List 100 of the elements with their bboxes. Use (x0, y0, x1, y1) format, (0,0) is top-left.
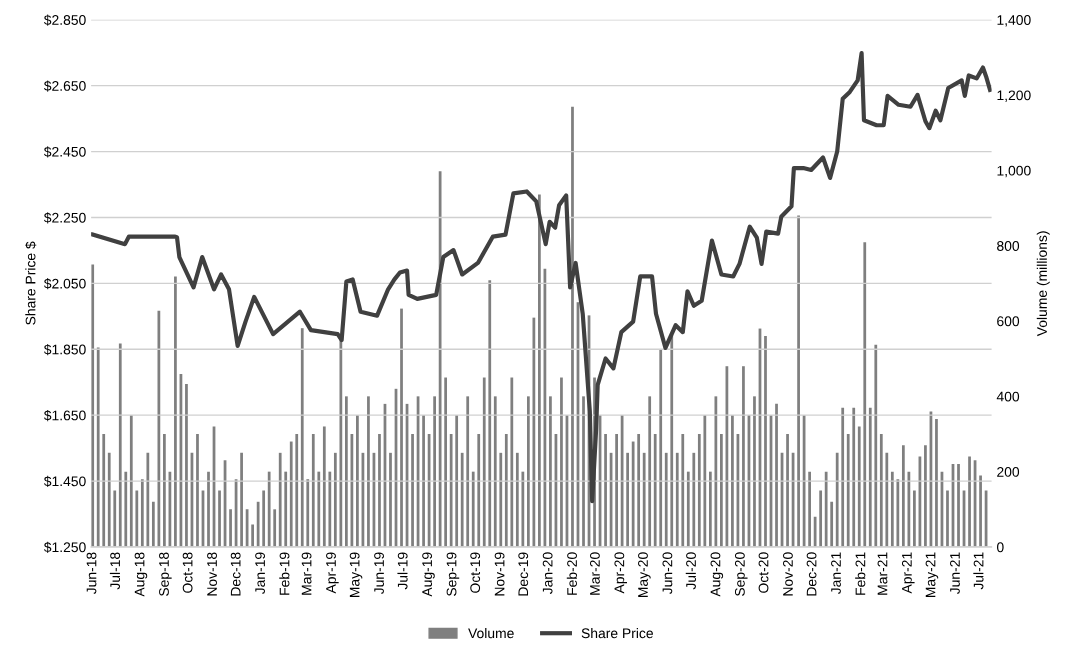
bar (107, 452, 111, 547)
bar (703, 415, 707, 547)
bar (631, 441, 635, 547)
bar (488, 280, 492, 547)
bar (896, 479, 900, 547)
bar (901, 445, 905, 547)
bar (482, 377, 486, 547)
bar (786, 434, 789, 547)
x-tick-label: Jun-19 (374, 552, 384, 595)
x-tick-label: Jul-19 (397, 552, 408, 590)
x-tick-label: Apr-20 (614, 552, 628, 594)
x-tick-label: Apr-19 (326, 552, 339, 594)
bar (675, 452, 679, 547)
bar (615, 434, 618, 547)
bar (659, 349, 663, 547)
bar (328, 471, 332, 547)
bar (830, 501, 834, 547)
bar (438, 171, 442, 547)
bar (979, 475, 982, 547)
bar (356, 415, 359, 547)
y-tick-label: $1.650 (43, 409, 86, 422)
bar (378, 434, 381, 547)
bar (968, 456, 971, 547)
bar (857, 426, 861, 547)
bar (135, 490, 139, 547)
bar (742, 366, 745, 547)
bar (532, 317, 536, 547)
x-tick-label: Mar-19 (301, 552, 312, 595)
bar (96, 347, 100, 547)
bar (819, 490, 823, 547)
bar (102, 434, 106, 547)
x-tick-label: Aug-19 (422, 552, 435, 597)
line-series (91, 50, 992, 504)
x-tick-label: Jun-18 (86, 552, 97, 595)
y-tick-label: $2.250 (43, 212, 86, 224)
bar (185, 383, 188, 547)
bar (140, 479, 144, 547)
bar (515, 452, 519, 547)
bar (890, 471, 894, 547)
x-tick-label: Sep-19 (446, 552, 460, 596)
bar (411, 434, 414, 547)
bar (731, 415, 734, 547)
bar (604, 434, 607, 547)
bar (846, 434, 850, 547)
bar (422, 415, 425, 547)
bar (157, 310, 161, 547)
bar (471, 471, 475, 547)
y2-tick-label: 800 (997, 241, 1020, 251)
x-tick-label: Mar-21 (877, 552, 888, 595)
legend-label: Share Price (581, 628, 653, 639)
bar (797, 215, 800, 547)
y-tick-label: $2.850 (43, 14, 86, 26)
bar (389, 452, 392, 547)
y2-tick-label: 1,000 (997, 165, 1031, 178)
bar (256, 501, 260, 547)
bar (648, 396, 652, 547)
y-axis-title: Share Price $ (25, 241, 37, 325)
bar (499, 452, 503, 547)
x-tick-label: Oct-20 (758, 552, 769, 593)
bar (957, 464, 960, 547)
bar (317, 471, 321, 547)
bar (637, 434, 641, 547)
bar (284, 471, 288, 547)
bar (824, 471, 828, 547)
bar (124, 471, 128, 547)
bar (626, 452, 630, 547)
bar (681, 434, 685, 547)
bar (460, 452, 464, 547)
bar (196, 434, 199, 547)
bar (339, 339, 343, 547)
bar (868, 407, 872, 547)
x-tick-label: Apr-21 (901, 552, 915, 594)
bar (571, 106, 574, 547)
bar (146, 452, 150, 547)
bar (477, 434, 481, 547)
bar (367, 396, 370, 547)
x-tick-label: Jul-21 (973, 552, 984, 590)
bar (808, 471, 811, 547)
y2-tick-label: 400 (996, 391, 1020, 402)
bar (924, 445, 927, 547)
y2-tick-label: 1,400 (997, 15, 1031, 27)
x-tick-label: Sep-18 (159, 552, 172, 596)
x-tick-label: Jul-20 (685, 552, 696, 590)
bar (322, 426, 326, 547)
y2-tick-label: 0 (997, 542, 1004, 553)
bar (433, 396, 436, 547)
bar (560, 377, 563, 547)
bar (444, 377, 448, 547)
x-tick-label: Dec-19 (518, 552, 529, 596)
y-tick-label: $2.650 (43, 80, 86, 92)
x-tick-label: Nov-18 (207, 552, 217, 596)
bar (174, 276, 177, 547)
bar (289, 441, 293, 547)
x-tick-label: Dec-18 (230, 552, 241, 596)
bar (879, 434, 883, 547)
bar (118, 343, 122, 547)
x-tick-label: Jul-18 (109, 552, 121, 590)
y2-tick-label: 600 (997, 316, 1020, 327)
bar (267, 471, 271, 547)
y-tick-label: $1.850 (43, 344, 86, 356)
